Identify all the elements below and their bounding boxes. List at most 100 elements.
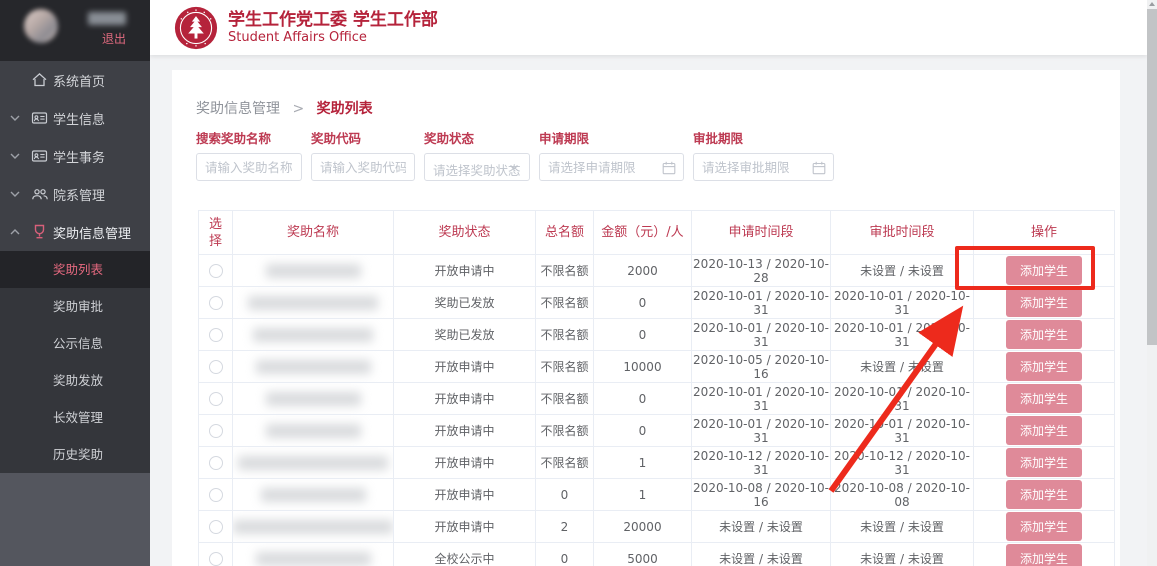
add-student-button-row-1[interactable]: 添加学生 (1005, 256, 1082, 285)
add-student-button-row-3[interactable]: 添加学生 (1005, 320, 1082, 349)
row-radio-button[interactable] (208, 423, 223, 438)
cell-select (198, 510, 233, 543)
row-radio-button[interactable] (208, 455, 223, 470)
cell-award-name-redacted (232, 414, 394, 447)
filter-bar: 搜索奖助名称奖助代码奖助状态请选择奖助状态申请期限审批期限 (196, 128, 843, 181)
sidebar-item-home[interactable]: 系统首页 (0, 61, 150, 99)
table-header-6: 审批时间段 (830, 210, 974, 255)
award-name-blur (248, 295, 378, 310)
cell-approve-period: 2020-10-01 / 2020-10-31 (830, 286, 974, 319)
cell-amount: 1 (593, 446, 692, 479)
table-header-3: 总名额 (535, 210, 594, 255)
sidebar-submenu: 奖助列表奖助审批公示信息奖助发放长效管理历史奖助 (0, 251, 150, 473)
award-status-select[interactable]: 请选择奖助状态 (424, 153, 530, 181)
cell-select (198, 478, 233, 511)
add-student-button-row-2[interactable]: 添加学生 (1005, 288, 1082, 317)
filter-award-status: 奖助状态 请选择奖助状态 (424, 128, 530, 181)
cell-award-name-redacted (232, 318, 394, 351)
cell-status: 开放申请中 (393, 382, 536, 415)
cell-status: 全校公示中 (393, 542, 536, 566)
cell-amount: 0 (593, 382, 692, 415)
table-row: 开放申请中 0 1 2020-10-08 / 2020-10-16 2020-10-08… (198, 478, 1115, 511)
sidebar-subitem-public-info[interactable]: 公示信息 (53, 336, 104, 351)
breadcrumb-parent[interactable]: 奖助信息管理 (196, 101, 280, 117)
add-student-button-row-5[interactable]: 添加学生 (1005, 384, 1082, 413)
table-header-1: 奖助名称 (232, 210, 394, 255)
approve-period-date-input[interactable] (694, 154, 833, 180)
cell-apply-period: 2020-10-01 / 2020-10-31 (691, 382, 831, 415)
table-row: 开放申请中 2 20000 未设置 / 未设置 未设置 / 未设置 添加学生 (198, 510, 1115, 543)
cell-amount: 10000 (593, 350, 692, 383)
logout-link[interactable]: 退出 (102, 32, 127, 46)
row-radio-button[interactable] (208, 519, 223, 534)
sidebar-item-label: 学生事务 (53, 150, 106, 166)
sidebar-item-dept-mgmt[interactable]: 院系管理 (0, 175, 150, 213)
add-student-button-row-6[interactable]: 添加学生 (1005, 416, 1082, 445)
cell-apply-period: 2020-10-01 / 2020-10-31 (691, 318, 831, 351)
row-radio-button[interactable] (208, 391, 223, 406)
cell-approve-period: 未设置 / 未设置 (830, 542, 974, 566)
vertical-scrollbar[interactable] (1147, 0, 1157, 566)
sidebar-item-student-affairs[interactable]: 学生事务 (0, 137, 150, 175)
award-name-blur (265, 263, 361, 278)
add-student-button-row-4[interactable]: 添加学生 (1005, 352, 1082, 381)
row-radio-button[interactable] (208, 327, 223, 342)
add-student-button-row-8[interactable]: 添加学生 (1005, 480, 1082, 509)
cell-apply-period: 2020-10-05 / 2020-10-16 (691, 350, 831, 383)
app-title-cn: 学生工作党工委 学生工作部 (228, 9, 438, 30)
filter-award-code: 奖助代码 (311, 128, 415, 181)
cell-quota: 不限名额 (535, 350, 594, 383)
cell-actions: 添加学生 (973, 446, 1115, 479)
cell-quota: 不限名额 (535, 318, 594, 351)
cell-amount: 1 (593, 478, 692, 511)
sidebar-subitem-history-award[interactable]: 历史奖助 (53, 447, 104, 462)
sidebar-item-award-mgmt[interactable]: 奖助信息管理 (0, 213, 150, 251)
row-radio-button[interactable] (208, 359, 223, 374)
sidebar-subitem-award-approval[interactable]: 奖助审批 (53, 299, 104, 314)
chevron-down-icon (10, 189, 20, 199)
cell-actions: 添加学生 (973, 254, 1115, 287)
filter-apply-period: 申请期限 (539, 128, 684, 181)
cell-approve-period: 2020-10-01 / 2020-10-31 (830, 414, 974, 447)
table-header-0: 选择 (198, 210, 233, 255)
select-arrow-icon (508, 161, 522, 175)
filter-award-name-search: 搜索奖助名称 (196, 128, 302, 181)
cell-approve-period: 2020-10-12 / 2020-10-31 (830, 446, 974, 479)
add-student-button-row-10[interactable]: 添加学生 (1005, 544, 1082, 566)
table-row: 奖助已发放 不限名额 0 2020-10-01 / 2020-10-31 2020-10… (198, 286, 1115, 319)
cell-award-name-redacted (232, 286, 394, 319)
filter-award-name-search-box (196, 153, 302, 181)
award-name-search-input[interactable] (197, 154, 301, 180)
row-radio-button[interactable] (208, 551, 223, 566)
award-code-input[interactable] (312, 154, 414, 180)
cell-amount: 0 (593, 318, 692, 351)
sidebar-item-student-info[interactable]: 学生信息 (0, 99, 150, 137)
cell-quota: 不限名额 (535, 382, 594, 415)
chevron-down-icon (10, 113, 20, 123)
row-radio-button[interactable] (208, 295, 223, 310)
group-icon (31, 186, 48, 203)
award-name-blur (265, 391, 361, 406)
app-title: 学生工作党工委 学生工作部 Student Affairs Office (228, 10, 438, 46)
add-student-button-row-9[interactable]: 添加学生 (1005, 512, 1082, 541)
sidebar-subitem-award-list[interactable]: 奖助列表 (0, 251, 150, 288)
sidebar-subitem-award-grant[interactable]: 奖助发放 (53, 373, 104, 388)
apply-period-date-input[interactable] (540, 154, 683, 180)
cell-amount: 0 (593, 414, 692, 447)
award-name-blur (260, 487, 366, 502)
cell-select (198, 382, 233, 415)
row-radio-button[interactable] (208, 263, 223, 278)
row-radio-button[interactable] (208, 487, 223, 502)
avatar[interactable] (24, 9, 58, 43)
sidebar-subitem-long-term-mgmt[interactable]: 长效管理 (53, 410, 104, 425)
sidebar-item-label: 奖助信息管理 (53, 226, 132, 242)
award-icon (31, 224, 48, 241)
cell-award-name-redacted (232, 510, 394, 543)
scrollbar-up-arrow-icon[interactable] (1149, 2, 1155, 6)
breadcrumb-current: 奖助列表 (316, 101, 373, 117)
table-header-7: 操作 (973, 210, 1115, 255)
scrollbar-thumb[interactable] (1147, 9, 1157, 345)
cell-status: 开放申请中 (393, 350, 536, 383)
add-student-button-row-7[interactable]: 添加学生 (1005, 448, 1082, 477)
cell-actions: 添加学生 (973, 478, 1115, 511)
